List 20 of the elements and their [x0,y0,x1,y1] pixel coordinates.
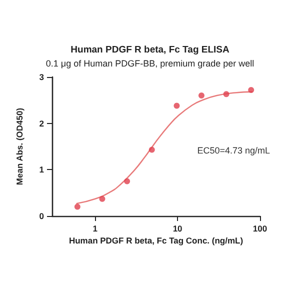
point [248,86,254,93]
y-tick-label: 3 [39,72,44,82]
point [74,204,80,210]
chart-subtitle: 0.1 μg of Human PDGF-BB, premium grade per well [46,58,254,68]
x-tick-label: 100 [252,224,268,234]
x-tick-label: 10 [172,224,183,234]
x-tick-label: 1 [92,224,98,234]
y-axis-title: Mean Abs. (OD450) [14,108,24,186]
x-axis-title: Human PDGF R beta, Fc Tag Conc. (ng/mL) [68,236,244,246]
chart-title: Human PDGF R beta, Fc Tag ELISA [70,44,230,56]
point [148,146,155,153]
y-tick-label: 1 [39,164,44,175]
point [99,196,106,202]
point [198,92,204,99]
annotation: EC50=4.73 ng/mL [197,146,270,156]
point [124,178,130,184]
y-tick-label: 2 [39,118,44,128]
y-tick-label: 0 [39,211,44,221]
point [223,91,230,98]
point [174,102,180,109]
